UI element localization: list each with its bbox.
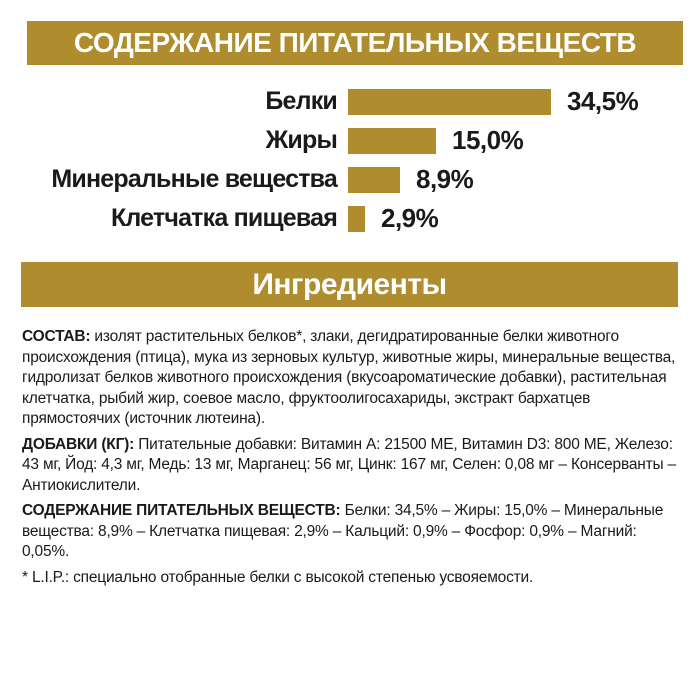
- chart-row: Жиры 15,0%: [0, 121, 700, 160]
- chart-category-label: Жиры: [265, 126, 338, 154]
- nutrition-header-title: СОДЕРЖАНИЕ ПИТАТЕЛЬНЫХ ВЕЩЕСТВ: [73, 27, 637, 58]
- ingredients-banner: Ингредиенты: [21, 262, 678, 307]
- analysis-paragraph: СОДЕРЖАНИЕ ПИТАТЕЛЬНЫХ ВЕЩЕСТВ: Белки: 3…: [22, 501, 682, 563]
- chart-row: Клетчатка пищевая 2,9%: [0, 199, 700, 238]
- chart-value-label: 8,9%: [416, 164, 474, 194]
- composition-text: изолят растительных белков*, злаки, деги…: [22, 328, 676, 427]
- analysis-label: СОДЕРЖАНИЕ ПИТАТЕЛЬНЫХ ВЕЩЕСТВ:: [22, 502, 341, 519]
- additives-paragraph: ДОБАВКИ (КГ): Питательные добавки: Витам…: [22, 435, 682, 497]
- chart-row: Минеральные вещества 8,9%: [0, 160, 700, 199]
- composition-paragraph: СОСТАВ: изолят растительных белков*, зла…: [22, 327, 682, 430]
- chart-bar: [348, 127, 436, 154]
- chart-value-label: 15,0%: [452, 125, 524, 155]
- additives-label: ДОБАВКИ (КГ):: [22, 435, 135, 453]
- composition-label: СОСТАВ:: [22, 328, 91, 345]
- analysis-text: Белки: 34,5% – Жиры: 15,0% – Минеральные…: [22, 502, 664, 560]
- ingredients-banner-title: Ингредиенты: [252, 268, 447, 301]
- ingredients-text-block: СОСТАВ: изолят растительных белков*, зла…: [22, 327, 682, 588]
- chart-bar: [348, 88, 551, 115]
- additives-text: Питательные добавки: Витамин A: 21500 МЕ…: [22, 435, 676, 494]
- chart-category-label: Клетчатка пищевая: [110, 204, 338, 232]
- chart-value-label: 2,9%: [381, 203, 439, 233]
- chart-bar: [348, 205, 365, 232]
- chart-row: Белки 34,5%: [0, 82, 700, 121]
- footnote: * L.I.P.: специально отобранные белки с …: [22, 568, 534, 586]
- nutrition-header-banner: СОДЕРЖАНИЕ ПИТАТЕЛЬНЫХ ВЕЩЕСТВ: [27, 21, 683, 65]
- nutrition-bar-chart: Белки 34,5% Жиры 15,0% Минеральные вещес…: [0, 82, 700, 238]
- chart-bar: [348, 166, 400, 193]
- chart-value-label: 34,5%: [567, 86, 639, 116]
- chart-category-label: Минеральные вещества: [51, 165, 337, 193]
- chart-category-label: Белки: [265, 87, 337, 115]
